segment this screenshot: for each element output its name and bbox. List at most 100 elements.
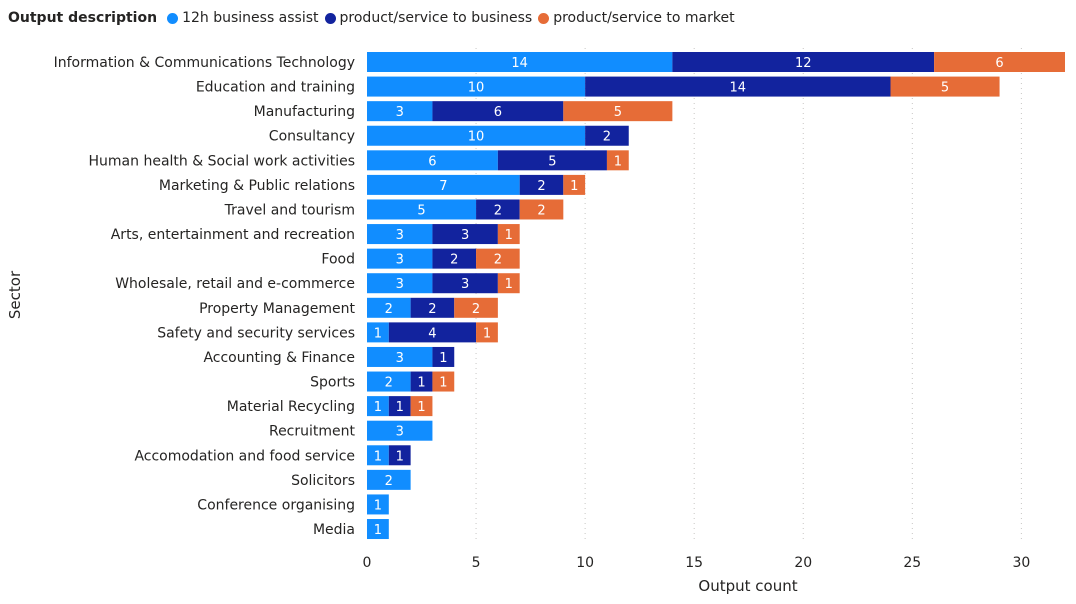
bar-segment[interactable] <box>410 297 455 318</box>
data-label: 5 <box>548 154 556 169</box>
bar-segment[interactable] <box>497 150 607 171</box>
data-label: 14 <box>511 56 528 71</box>
bar-segment[interactable] <box>432 371 455 392</box>
category-label: Food <box>321 252 355 268</box>
bar-segment[interactable] <box>585 76 891 97</box>
bar-segment[interactable] <box>432 101 564 122</box>
data-label: 1 <box>374 498 382 513</box>
bar-segment[interactable] <box>367 420 433 441</box>
data-label: 3 <box>461 228 469 243</box>
category-labels: Information & Communications Technology E… <box>54 55 356 538</box>
category-label: Accomodation and food service <box>134 448 355 464</box>
bar-segment[interactable] <box>476 199 520 220</box>
bar-segment[interactable] <box>367 199 477 220</box>
bar-segment[interactable] <box>367 101 433 122</box>
data-label: 1 <box>396 400 404 415</box>
bar-segment[interactable] <box>476 322 498 343</box>
bar-segment[interactable] <box>585 125 629 146</box>
bar-segment[interactable] <box>367 273 433 294</box>
bar-segment[interactable] <box>432 224 498 245</box>
data-label: 1 <box>374 523 382 538</box>
data-label: 1 <box>570 179 578 194</box>
legend-item-product-service-to-business[interactable]: product/service to business <box>324 10 533 26</box>
data-label: 1 <box>439 376 447 391</box>
bar-segment[interactable] <box>432 248 477 269</box>
data-label: 1 <box>505 277 513 292</box>
bar-segment[interactable] <box>388 322 477 343</box>
bar-segment[interactable] <box>367 76 586 97</box>
bar-segment[interactable] <box>388 445 411 466</box>
legend-item-12h-business-assist[interactable]: 12h business assist <box>167 10 319 26</box>
bar-segment[interactable] <box>367 494 389 515</box>
bar-segment[interactable] <box>934 52 1065 72</box>
bar-segment[interactable] <box>367 52 673 72</box>
bar-segment[interactable] <box>454 297 498 318</box>
bar-segment[interactable] <box>367 445 389 466</box>
bar-segment[interactable] <box>367 150 498 171</box>
gridlines <box>475 48 1022 543</box>
x-tick-label: 0 <box>363 555 372 571</box>
data-label: 5 <box>614 105 622 120</box>
bar-segment[interactable] <box>563 174 586 195</box>
data-label: 5 <box>941 81 949 96</box>
x-tick-label: 15 <box>685 555 703 571</box>
bars: 14 12 610 14 53 6 510 26 5 17 2 15 2 23 3 13 2 23 3 12 2 21 4 1… <box>367 52 1065 540</box>
data-label: 2 <box>428 302 436 317</box>
data-label: 1 <box>505 228 513 243</box>
bar-segment[interactable] <box>367 346 433 367</box>
bar-segment[interactable] <box>410 371 433 392</box>
bar-segment[interactable] <box>367 371 411 392</box>
y-axis-title: Sector <box>6 270 24 319</box>
bar-segment[interactable] <box>367 297 411 318</box>
data-label: 10 <box>468 81 485 96</box>
bar-segment[interactable] <box>367 519 389 540</box>
x-axis-ticks: 0 5 10 15 20 25 30 <box>363 555 1031 571</box>
data-label: 1 <box>439 351 447 366</box>
bar-segment[interactable] <box>367 469 411 490</box>
bar-segment[interactable] <box>367 125 586 146</box>
bar-segment[interactable] <box>497 224 520 245</box>
legend-label: product/service to business <box>339 10 533 26</box>
data-label: 6 <box>494 105 502 120</box>
bar-segment[interactable] <box>367 322 389 343</box>
legend-dot-icon <box>167 12 179 24</box>
category-label: Property Management <box>199 301 355 317</box>
bar-segment[interactable] <box>432 346 455 367</box>
bar-segment[interactable] <box>410 396 433 417</box>
data-label: 1 <box>374 449 382 464</box>
x-axis-title: Output count <box>698 577 797 595</box>
bar-segment[interactable] <box>367 174 520 195</box>
bar-segment[interactable] <box>497 273 520 294</box>
data-label: 4 <box>428 326 436 341</box>
legend-item-product-service-to-market[interactable]: product/service to market <box>538 10 735 26</box>
bar-segment[interactable] <box>890 76 1000 97</box>
x-tick-label: 10 <box>576 555 594 571</box>
data-label: 2 <box>537 203 545 218</box>
bar-segment[interactable] <box>367 396 389 417</box>
bar-segment[interactable] <box>563 101 673 122</box>
bar-segment[interactable] <box>432 273 498 294</box>
category-label: Travel and tourism <box>224 202 355 218</box>
data-label: 1 <box>483 326 491 341</box>
data-label: 2 <box>385 376 393 391</box>
bar-segment[interactable] <box>367 248 433 269</box>
x-tick-label: 5 <box>472 555 481 571</box>
data-label: 1 <box>614 154 622 169</box>
bar-segment[interactable] <box>519 199 564 220</box>
legend: Output description 12h business assist p… <box>8 8 741 28</box>
category-label: Consultancy <box>269 129 355 145</box>
bar-segment[interactable] <box>367 224 433 245</box>
bar-segment[interactable] <box>606 150 629 171</box>
data-label: 14 <box>730 81 747 96</box>
data-label: 3 <box>396 277 404 292</box>
bar-segment[interactable] <box>388 396 411 417</box>
bar-segment[interactable] <box>476 248 520 269</box>
data-label: 3 <box>396 228 404 243</box>
data-label: 2 <box>472 302 480 317</box>
category-label: Wholesale, retail and e-commerce <box>115 276 355 292</box>
bar-segment[interactable] <box>519 174 564 195</box>
data-label: 7 <box>439 179 447 194</box>
category-label: Solicitors <box>291 473 355 489</box>
bar-segment[interactable] <box>672 52 935 72</box>
data-label: 1 <box>374 326 382 341</box>
